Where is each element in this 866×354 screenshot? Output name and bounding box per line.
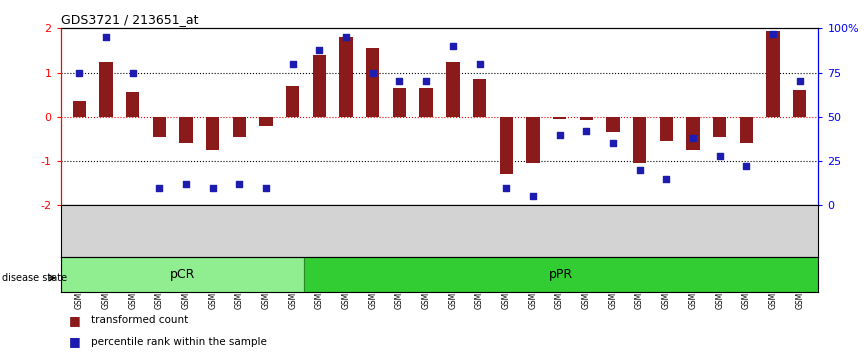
Bar	[419, 88, 433, 117]
Bar	[660, 117, 673, 141]
Point	[446, 43, 460, 49]
Point	[606, 141, 620, 146]
Point	[179, 181, 193, 187]
Bar	[339, 37, 352, 117]
Point	[206, 185, 220, 190]
Bar	[233, 117, 246, 137]
Point	[313, 47, 326, 52]
Bar	[393, 88, 406, 117]
Bar	[304, 257, 818, 292]
Text: disease state: disease state	[2, 273, 67, 283]
Bar	[126, 92, 139, 117]
Bar	[313, 55, 326, 117]
Point	[473, 61, 487, 67]
Bar	[446, 62, 460, 117]
Bar	[286, 86, 300, 117]
Bar	[500, 117, 513, 175]
Point	[579, 128, 593, 134]
Point	[419, 79, 433, 84]
Point	[232, 181, 246, 187]
Bar	[73, 101, 86, 117]
Bar	[527, 117, 540, 163]
Point	[792, 79, 806, 84]
Point	[365, 70, 379, 75]
Bar	[473, 79, 486, 117]
Point	[740, 164, 753, 169]
Bar	[366, 48, 379, 117]
Bar	[152, 117, 166, 137]
Point	[633, 167, 647, 173]
Bar	[686, 117, 700, 150]
Bar	[793, 90, 806, 117]
Point	[152, 185, 166, 190]
Bar	[61, 257, 304, 292]
Point	[500, 185, 514, 190]
Point	[392, 79, 406, 84]
Bar	[553, 117, 566, 119]
Point	[526, 194, 540, 199]
Bar	[260, 117, 273, 126]
Point	[99, 34, 113, 40]
Text: pCR: pCR	[170, 268, 195, 281]
Point	[713, 153, 727, 159]
Bar	[179, 117, 193, 143]
Bar	[579, 117, 593, 120]
Bar	[206, 117, 219, 150]
Point	[766, 31, 780, 36]
Bar	[766, 30, 779, 117]
Text: ■: ■	[69, 335, 81, 348]
Point	[553, 132, 566, 137]
Text: transformed count: transformed count	[91, 315, 188, 325]
Bar	[713, 117, 727, 137]
Text: pPR: pPR	[549, 268, 573, 281]
Text: GDS3721 / 213651_at: GDS3721 / 213651_at	[61, 13, 198, 26]
Text: ■: ■	[69, 314, 81, 327]
Bar	[606, 117, 619, 132]
Bar	[100, 62, 113, 117]
Point	[73, 70, 87, 75]
Text: percentile rank within the sample: percentile rank within the sample	[91, 337, 267, 347]
Point	[686, 135, 700, 141]
Point	[339, 34, 353, 40]
Bar	[740, 117, 753, 143]
Point	[259, 185, 273, 190]
Bar	[633, 117, 646, 163]
Point	[126, 70, 139, 75]
Point	[286, 61, 300, 67]
Point	[659, 176, 673, 182]
